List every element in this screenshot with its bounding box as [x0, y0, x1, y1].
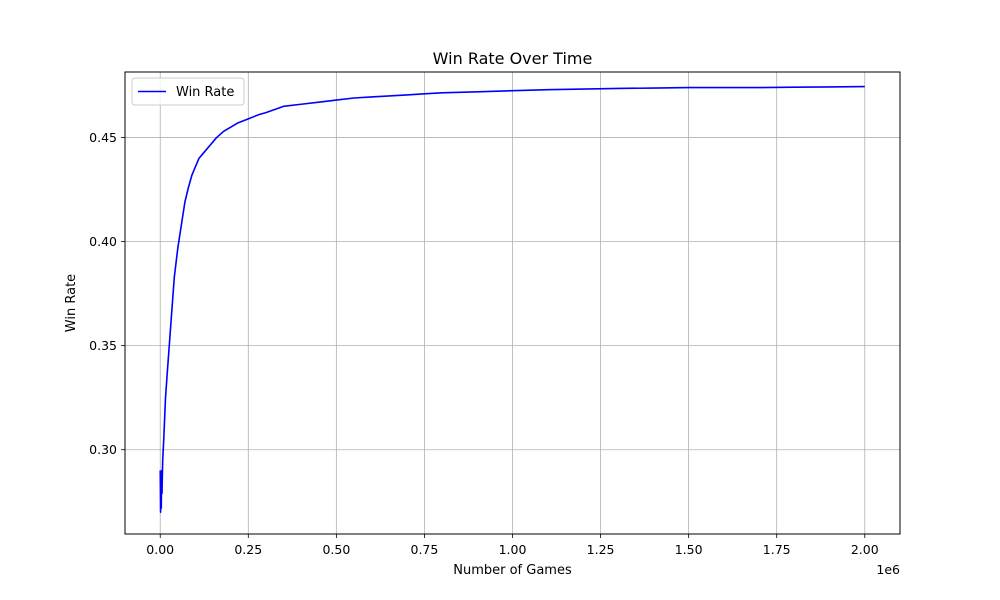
x-tick-label: 1.00 — [499, 542, 527, 557]
x-tick-label: 1.75 — [763, 542, 791, 557]
y-axis: 0.30 0.35 0.40 0.45 — [89, 130, 125, 457]
series-line-win-rate — [159, 85, 865, 513]
y-tick-label: 0.30 — [89, 442, 117, 457]
x-tick-label: 1.25 — [587, 542, 615, 557]
y-tick-label: 0.35 — [89, 338, 117, 353]
x-axis-offset-text: 1e6 — [876, 562, 900, 577]
y-tick-label: 0.40 — [89, 234, 117, 249]
y-axis-label: Win Rate — [64, 274, 79, 332]
x-tick-label: 0.75 — [411, 542, 439, 557]
grid — [125, 72, 900, 534]
x-tick-label: 0.00 — [146, 542, 174, 557]
y-tick-label: 0.45 — [89, 130, 117, 145]
series-layer — [159, 85, 865, 513]
x-axis-label: Number of Games — [453, 563, 572, 578]
x-tick-label: 2.00 — [851, 542, 879, 557]
x-axis: 0.00 0.25 0.50 0.75 1.00 1.25 1.50 1.75 2.00 — [146, 534, 879, 557]
legend-label: Win Rate — [176, 85, 234, 100]
x-tick-label: 0.25 — [234, 542, 262, 557]
legend-box — [131, 77, 245, 106]
x-tick-label: 1.50 — [675, 542, 703, 557]
x-tick-label: 0.50 — [322, 542, 350, 557]
chart-title: Win Rate Over Time — [433, 49, 593, 68]
legend: Win Rate — [131, 77, 245, 106]
